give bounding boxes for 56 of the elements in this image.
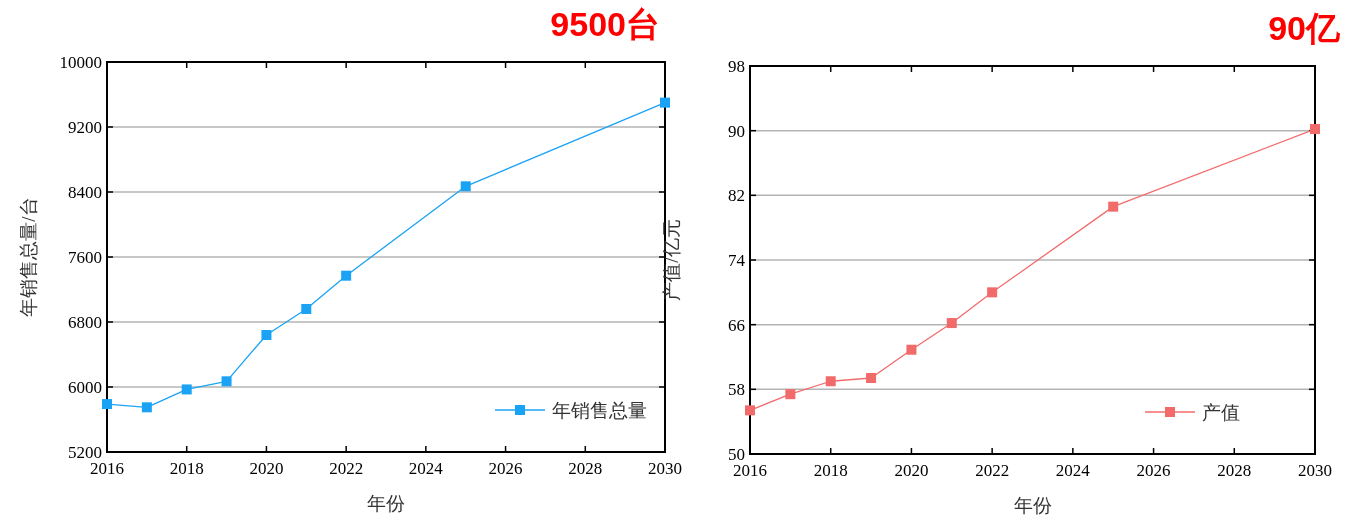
y-tick-label: 50 — [728, 445, 745, 464]
point — [866, 373, 877, 384]
y-tick-label: 82 — [728, 186, 745, 206]
y-tick-label: 9200 — [68, 118, 102, 137]
x-tick-label: 2028 — [1217, 461, 1252, 480]
y-tick-label: 66 — [728, 315, 745, 335]
y-tick-label: 6800 — [68, 313, 102, 332]
x-axis-title: 年份 — [1013, 495, 1052, 516]
legend-label: 产值 — [1202, 402, 1240, 423]
y-tick-label: 98 — [728, 57, 745, 76]
x-tick-label: 2022 — [329, 459, 364, 478]
point — [785, 389, 796, 400]
point — [745, 405, 755, 416]
point — [1108, 201, 1119, 212]
point — [181, 384, 192, 395]
x-axis-title: 年份 — [367, 493, 405, 514]
x-tick-label: 2020 — [249, 459, 284, 478]
point — [141, 402, 152, 413]
point — [946, 318, 957, 329]
x-tick-label: 2018 — [169, 459, 204, 478]
x-tick-label: 2018 — [813, 461, 848, 480]
point — [987, 287, 998, 298]
point — [660, 97, 670, 108]
y-tick-label: 58 — [728, 380, 745, 400]
point — [341, 270, 352, 281]
y-tick-label: 8400 — [68, 183, 102, 202]
y-tick-label: 74 — [728, 251, 746, 270]
x-tick-label: 2030 — [648, 459, 682, 478]
x-tick-label: 2026 — [1136, 461, 1171, 480]
point — [221, 376, 232, 387]
x-tick-label: 2016 — [733, 461, 767, 480]
y-tick-label: 6000 — [68, 378, 102, 397]
point — [1310, 124, 1320, 135]
x-tick-label: 2022 — [975, 461, 1010, 480]
text: 9500台 — [550, 5, 660, 43]
legend-label: 年销售总量 — [552, 400, 647, 421]
point — [261, 330, 272, 340]
y-axis-title: 产值/亿元 — [661, 219, 682, 301]
x-tick-label: 2030 — [1298, 461, 1332, 480]
x-tick-label: 2026 — [488, 459, 523, 478]
point — [102, 399, 112, 410]
point — [825, 376, 836, 387]
point — [301, 304, 312, 314]
point — [460, 181, 471, 192]
x-tick-label: 2028 — [568, 459, 603, 478]
x-tick-label: 2016 — [90, 459, 124, 478]
point — [906, 344, 917, 355]
text: 90亿 — [1268, 9, 1341, 47]
y-tick-label: 7600 — [68, 248, 102, 267]
x-tick-label: 2024 — [408, 459, 444, 478]
y-tick-label: 10000 — [59, 53, 102, 72]
x-tick-label: 2024 — [1055, 461, 1091, 480]
y-axis-title: 年销售总量/台 — [18, 197, 39, 317]
x-tick-label: 2020 — [894, 461, 929, 480]
y-tick-label: 5200 — [68, 443, 102, 462]
y-tick-label: 90 — [728, 121, 745, 141]
